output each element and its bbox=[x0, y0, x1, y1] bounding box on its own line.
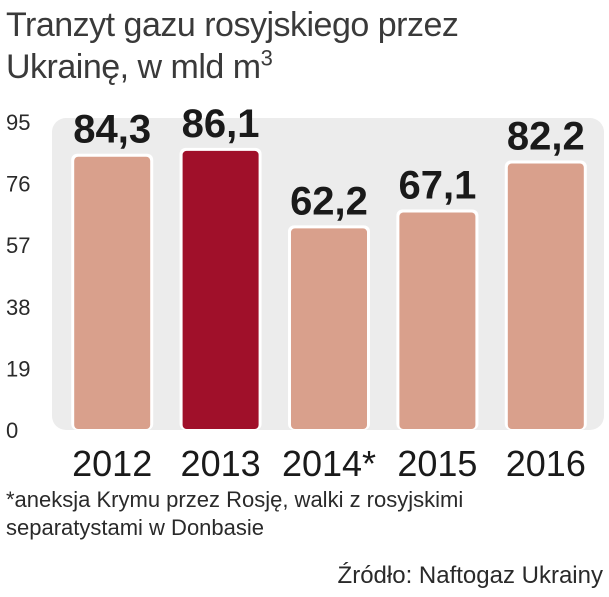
x-tick-label: 2013 bbox=[181, 443, 261, 484]
y-tick-label: 0 bbox=[6, 418, 18, 443]
chart-title-line1: Tranzyt gazu rosyjskiego przez bbox=[6, 6, 459, 44]
y-tick-label: 38 bbox=[6, 295, 30, 320]
bar-chart: 0 19 38 57 76 95 84,3 2012 86,1 2013 62,2 2014* 67,1… bbox=[6, 102, 604, 484]
footnote: *aneksja Krymu przez Rosję, walki z rosy… bbox=[6, 487, 464, 540]
bar-value-label: 84,3 bbox=[73, 108, 151, 152]
bar bbox=[74, 156, 151, 429]
bar bbox=[507, 163, 584, 429]
y-tick-label: 19 bbox=[6, 356, 30, 381]
chart-title-line2-text: Ukrainę, w mld m bbox=[6, 48, 261, 86]
x-tick-label: 2012 bbox=[72, 443, 152, 484]
bar-value-label: 82,2 bbox=[507, 114, 585, 158]
source-note: Źródło: Naftogaz Ukrainy bbox=[337, 562, 603, 589]
chart-title-line2: Ukrainę, w mld m3 bbox=[6, 46, 458, 88]
bar-value-label: 62,2 bbox=[290, 179, 368, 223]
bar bbox=[399, 212, 476, 429]
bar-value-label: 86,1 bbox=[182, 102, 260, 146]
bar bbox=[182, 150, 259, 429]
chart-title: Tranzyt gazu rosyjskiego przez Ukrainę, … bbox=[6, 4, 459, 88]
x-tick-label: 2016 bbox=[506, 443, 586, 484]
bar bbox=[291, 228, 367, 429]
chart-title-superscript: 3 bbox=[260, 45, 273, 71]
bar-value-label: 67,1 bbox=[398, 163, 476, 207]
y-tick-label: 57 bbox=[6, 233, 30, 258]
x-tick-label: 2015 bbox=[397, 443, 477, 484]
y-tick-label: 76 bbox=[6, 172, 30, 197]
x-tick-label: 2014* bbox=[282, 443, 376, 484]
y-tick-label: 95 bbox=[6, 110, 30, 135]
